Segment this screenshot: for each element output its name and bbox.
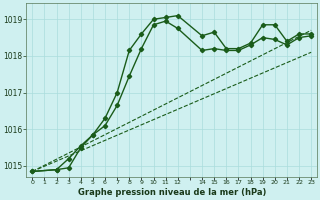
X-axis label: Graphe pression niveau de la mer (hPa): Graphe pression niveau de la mer (hPa) [77,188,266,197]
